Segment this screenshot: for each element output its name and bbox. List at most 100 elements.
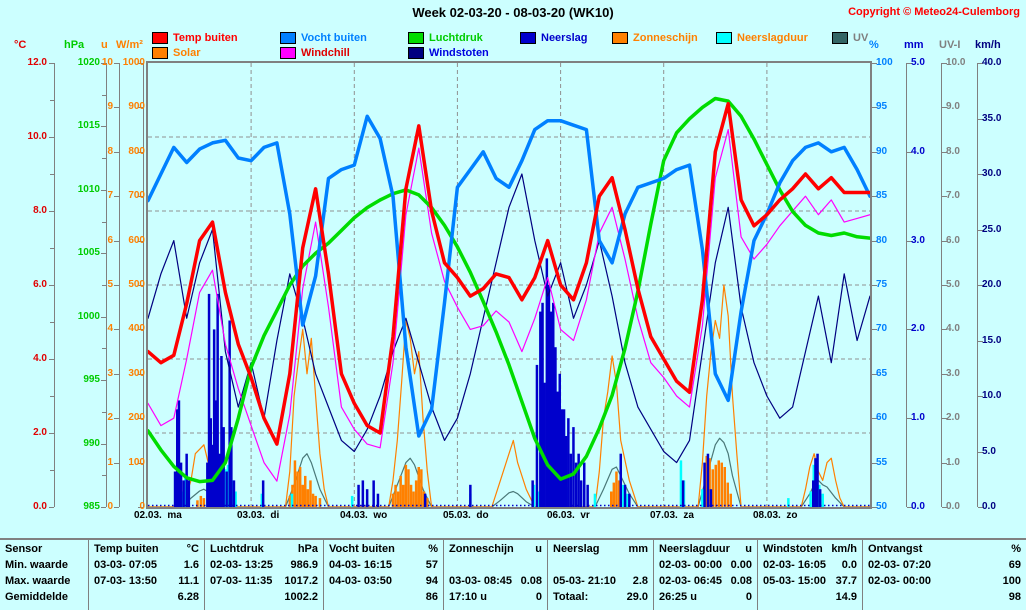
min-time: 02-03- 07:20 (868, 559, 931, 571)
bar-zonneschijn (412, 491, 415, 507)
bar-neerslag (207, 293, 211, 507)
legend-label: Zonneschijn (633, 32, 698, 44)
bar-neerslag (176, 409, 179, 507)
axis-tick-kmh (978, 230, 983, 231)
axis-tick-label-wm2: 400 (128, 323, 145, 334)
legend-label: Neerslag (541, 32, 588, 44)
bar-neerslag (182, 480, 185, 507)
axis-tick-label-kmh: 40.0 (982, 57, 1002, 68)
bar-neerslag (218, 453, 221, 507)
axis-tick-pct (872, 374, 877, 375)
max-value: 11.1 (178, 575, 199, 587)
windstoten-swatch-icon (408, 47, 424, 59)
min-value: 57 (425, 559, 438, 571)
axis-tick-label-hpa: 1010 (77, 184, 100, 195)
bar-neerslag (583, 462, 586, 507)
bar-zonneschijn (309, 480, 312, 507)
bar-neerslag (173, 471, 177, 507)
axis-tick-label-kmh: 5.0 (982, 446, 996, 457)
bar-neerslag (709, 489, 713, 507)
min-value: 0.00 (730, 559, 752, 571)
axis-tick-label-wm2: 200 (128, 412, 145, 423)
bar-neerslagduur (701, 489, 704, 507)
col-unit: hPa (297, 543, 318, 555)
bar-neerslag (228, 320, 231, 507)
bar-neerslag (586, 484, 589, 507)
axis-tick-label-uvi: 0.0 (946, 501, 960, 512)
axis-tick-label-hpa: 1000 (77, 311, 100, 322)
axis-tick-u (114, 196, 119, 197)
axis-tick-u (114, 107, 119, 108)
bar-neerslagduur (679, 460, 683, 507)
axis-tick-label-uvi: 6.0 (946, 235, 960, 246)
axis-tick-label-uvi: 10.0 (946, 57, 966, 68)
bar-zonneschijn (714, 464, 717, 507)
avg-value: 6.28 (177, 591, 199, 603)
col-name: Neerslagduur (659, 543, 730, 555)
stats-col-ontvangst: Ontvangst% 02-03- 07:20 69 02-03- 00:00 10… (862, 540, 1026, 610)
bar-neerslag (177, 400, 181, 507)
axis-tick-label-temp: 0.0 (33, 501, 47, 512)
bar-neerslagduur (350, 495, 354, 507)
bar-neerslag (814, 458, 817, 507)
bar-zonneschijn (615, 471, 618, 507)
bar-neerslag (558, 373, 561, 507)
vocht-buiten-swatch-icon (280, 32, 296, 44)
line-solar (148, 284, 870, 507)
max-value: 94 (425, 575, 438, 587)
bar-neerslagduur (821, 493, 824, 507)
axis-tick-label-kmh: 10.0 (982, 390, 1002, 401)
legend-item-luchtdruk: Luchtdruk (408, 31, 520, 45)
axis-tick-label-wm2: 300 (128, 368, 145, 379)
avg-label: 26:25 u (659, 591, 697, 603)
axis-tick-u (114, 63, 119, 64)
axis-tick-hpa (101, 380, 106, 381)
min-value: 0.0 (841, 559, 857, 571)
stats-col-zonneschijn: Zonneschijn u 03-03- 08:45 0.08 17:10 u 0 (443, 540, 547, 610)
axis-tick-pct (872, 107, 877, 108)
max-value: 37.7 (835, 575, 857, 587)
axis-header-u: u (101, 39, 108, 51)
bar-neerslag (574, 462, 578, 507)
col-name: Zonneschijn (449, 543, 514, 555)
bar-neerslag (469, 484, 472, 507)
legend-item-neerslagduur: Neerslagduur (716, 31, 832, 45)
bar-zonneschijn (296, 471, 299, 507)
line-windstoten (148, 173, 870, 464)
axis-tick-label-hpa: 990 (83, 438, 100, 449)
axis-tick-label-mm: 3.0 (911, 235, 925, 246)
axis-tick-u (114, 374, 119, 375)
axis-tick-kmh (978, 63, 983, 64)
bar-zonneschijn (402, 484, 405, 507)
zonneschijn-swatch-icon (612, 32, 628, 44)
axis-minortick-temp (50, 396, 54, 397)
axis-tick-label-hpa: 995 (83, 374, 100, 385)
avg-value: 14.9 (835, 591, 857, 603)
axis-tick-mm (907, 241, 912, 242)
axis-minortick-hpa (102, 158, 106, 159)
bar-neerslagduur (184, 473, 187, 507)
bar-neerslag (816, 453, 819, 507)
legend-item-windstoten: Windstoten (408, 46, 520, 60)
axis-tick-mm (907, 418, 912, 419)
row-label: Max. waarde (5, 575, 71, 587)
legend-item-temp-buiten: Temp buiten (152, 31, 280, 45)
axis-tick-label-pct: 55 (876, 457, 888, 468)
axis-tick-label-hpa: 985 (83, 501, 100, 512)
bar-neerslag (579, 480, 583, 507)
axis-tick-hpa (101, 126, 106, 127)
stats-col-sensor: Sensor Min. waarde Max. waarde Gemiddeld… (0, 540, 88, 610)
axis-tick-pct (872, 152, 877, 153)
bar-zonneschijn (199, 495, 203, 507)
bar-neerslagduur (234, 491, 237, 507)
axis-line-temp (54, 63, 55, 507)
axis-line-wm2 (143, 63, 144, 507)
axis-tick-label-wm2: 900 (128, 101, 145, 112)
bar-zonneschijn (298, 467, 302, 507)
bar-neerslag (681, 480, 685, 507)
bar-neerslagduur (226, 464, 230, 507)
axis-tick-label-uvi: 2.0 (946, 412, 960, 423)
bar-neerslag (230, 427, 233, 507)
uv-swatch-icon (832, 32, 848, 44)
